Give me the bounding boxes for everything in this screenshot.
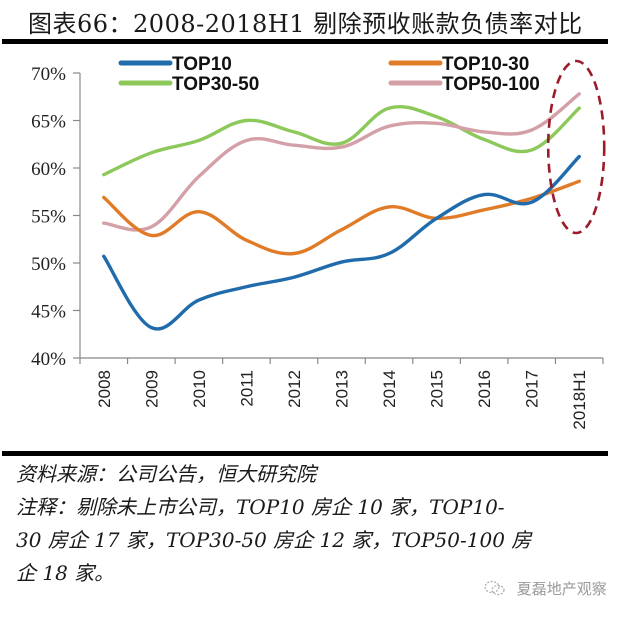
- x-tick-labels: 2008 2009 2010 2011 2012 2013 2014 2015 2016 2017…: [95, 370, 589, 430]
- y-tick-label: 70%: [31, 64, 66, 85]
- note-line: 30 房企 17 家，TOP30-50 房企 12 家，TOP50-100 房: [16, 528, 532, 552]
- series-lines: [102, 92, 581, 331]
- source-text: 资料来源：公司公告，恒大研究院: [16, 462, 316, 486]
- note-line: 注释：剔除未上市公司，TOP10 房企 10 家，TOP10-: [16, 495, 505, 519]
- x-tick-label: 2018H1: [570, 370, 589, 430]
- y-tick-labels: 40% 45% 50% 55% 60% 65% 70%: [31, 64, 66, 370]
- y-tick-label: 50%: [31, 254, 66, 275]
- axes: [73, 72, 604, 364]
- figure-title: 图表66：2008-2018H1 剔除预收账款负债率对比: [28, 10, 583, 38]
- x-tick-label: 2014: [380, 370, 399, 408]
- x-tick-label: 2017: [523, 370, 542, 408]
- x-tick-label: 2010: [190, 370, 209, 408]
- series-line-top50-100: [102, 92, 581, 232]
- x-tick-label: 2015: [428, 370, 447, 408]
- y-tick-label: 65%: [31, 112, 66, 133]
- legend-item-top50-100: TOP50-100: [388, 74, 540, 95]
- note-line: 企 18 家。: [16, 561, 115, 585]
- x-tick-label: 2013: [333, 370, 352, 408]
- x-tick-label: 2016: [475, 370, 494, 408]
- legend-label: TOP30-50: [172, 74, 259, 95]
- line-chart: 40%45%50%55%60%65%70% 2008 2009 2010 2011 20…: [31, 54, 606, 430]
- figure-notes: 资料来源：公司公告，恒大研究院 注释：剔除未上市公司，TOP10 房企 10 家…: [16, 458, 606, 590]
- watermark-text: 夏磊地产观察: [516, 580, 607, 598]
- x-tick-label: 2012: [285, 370, 304, 408]
- series-line-top30-50: [102, 104, 581, 177]
- legend-item-top10-30: TOP10-30: [388, 54, 529, 75]
- watermark: 夏磊地产观察: [484, 578, 607, 599]
- x-tick-label: 2009: [142, 370, 161, 408]
- y-tick-label: 55%: [31, 207, 66, 228]
- legend-label: TOP10-30: [442, 54, 529, 75]
- x-tick-label: 2011: [237, 370, 256, 407]
- series-line-top10: [102, 154, 581, 331]
- series-line-top10-30: [102, 179, 581, 256]
- bottom-rule: [2, 451, 608, 456]
- annotation-layer: [546, 59, 606, 235]
- top-rule: [2, 39, 608, 44]
- y-tick-label: 60%: [31, 159, 66, 180]
- highlight-ellipse: [546, 59, 606, 235]
- legend-label: TOP10: [172, 54, 232, 75]
- wechat-icon: [484, 580, 505, 596]
- legend-item-top10: TOP10: [118, 54, 232, 75]
- x-tick-label: 2008: [95, 370, 114, 408]
- y-tick-label: 45%: [31, 302, 66, 323]
- legend-label: TOP50-100: [442, 74, 540, 95]
- legend-item-top30-50: TOP30-50: [118, 74, 259, 95]
- y-tick-label: 40%: [31, 349, 66, 370]
